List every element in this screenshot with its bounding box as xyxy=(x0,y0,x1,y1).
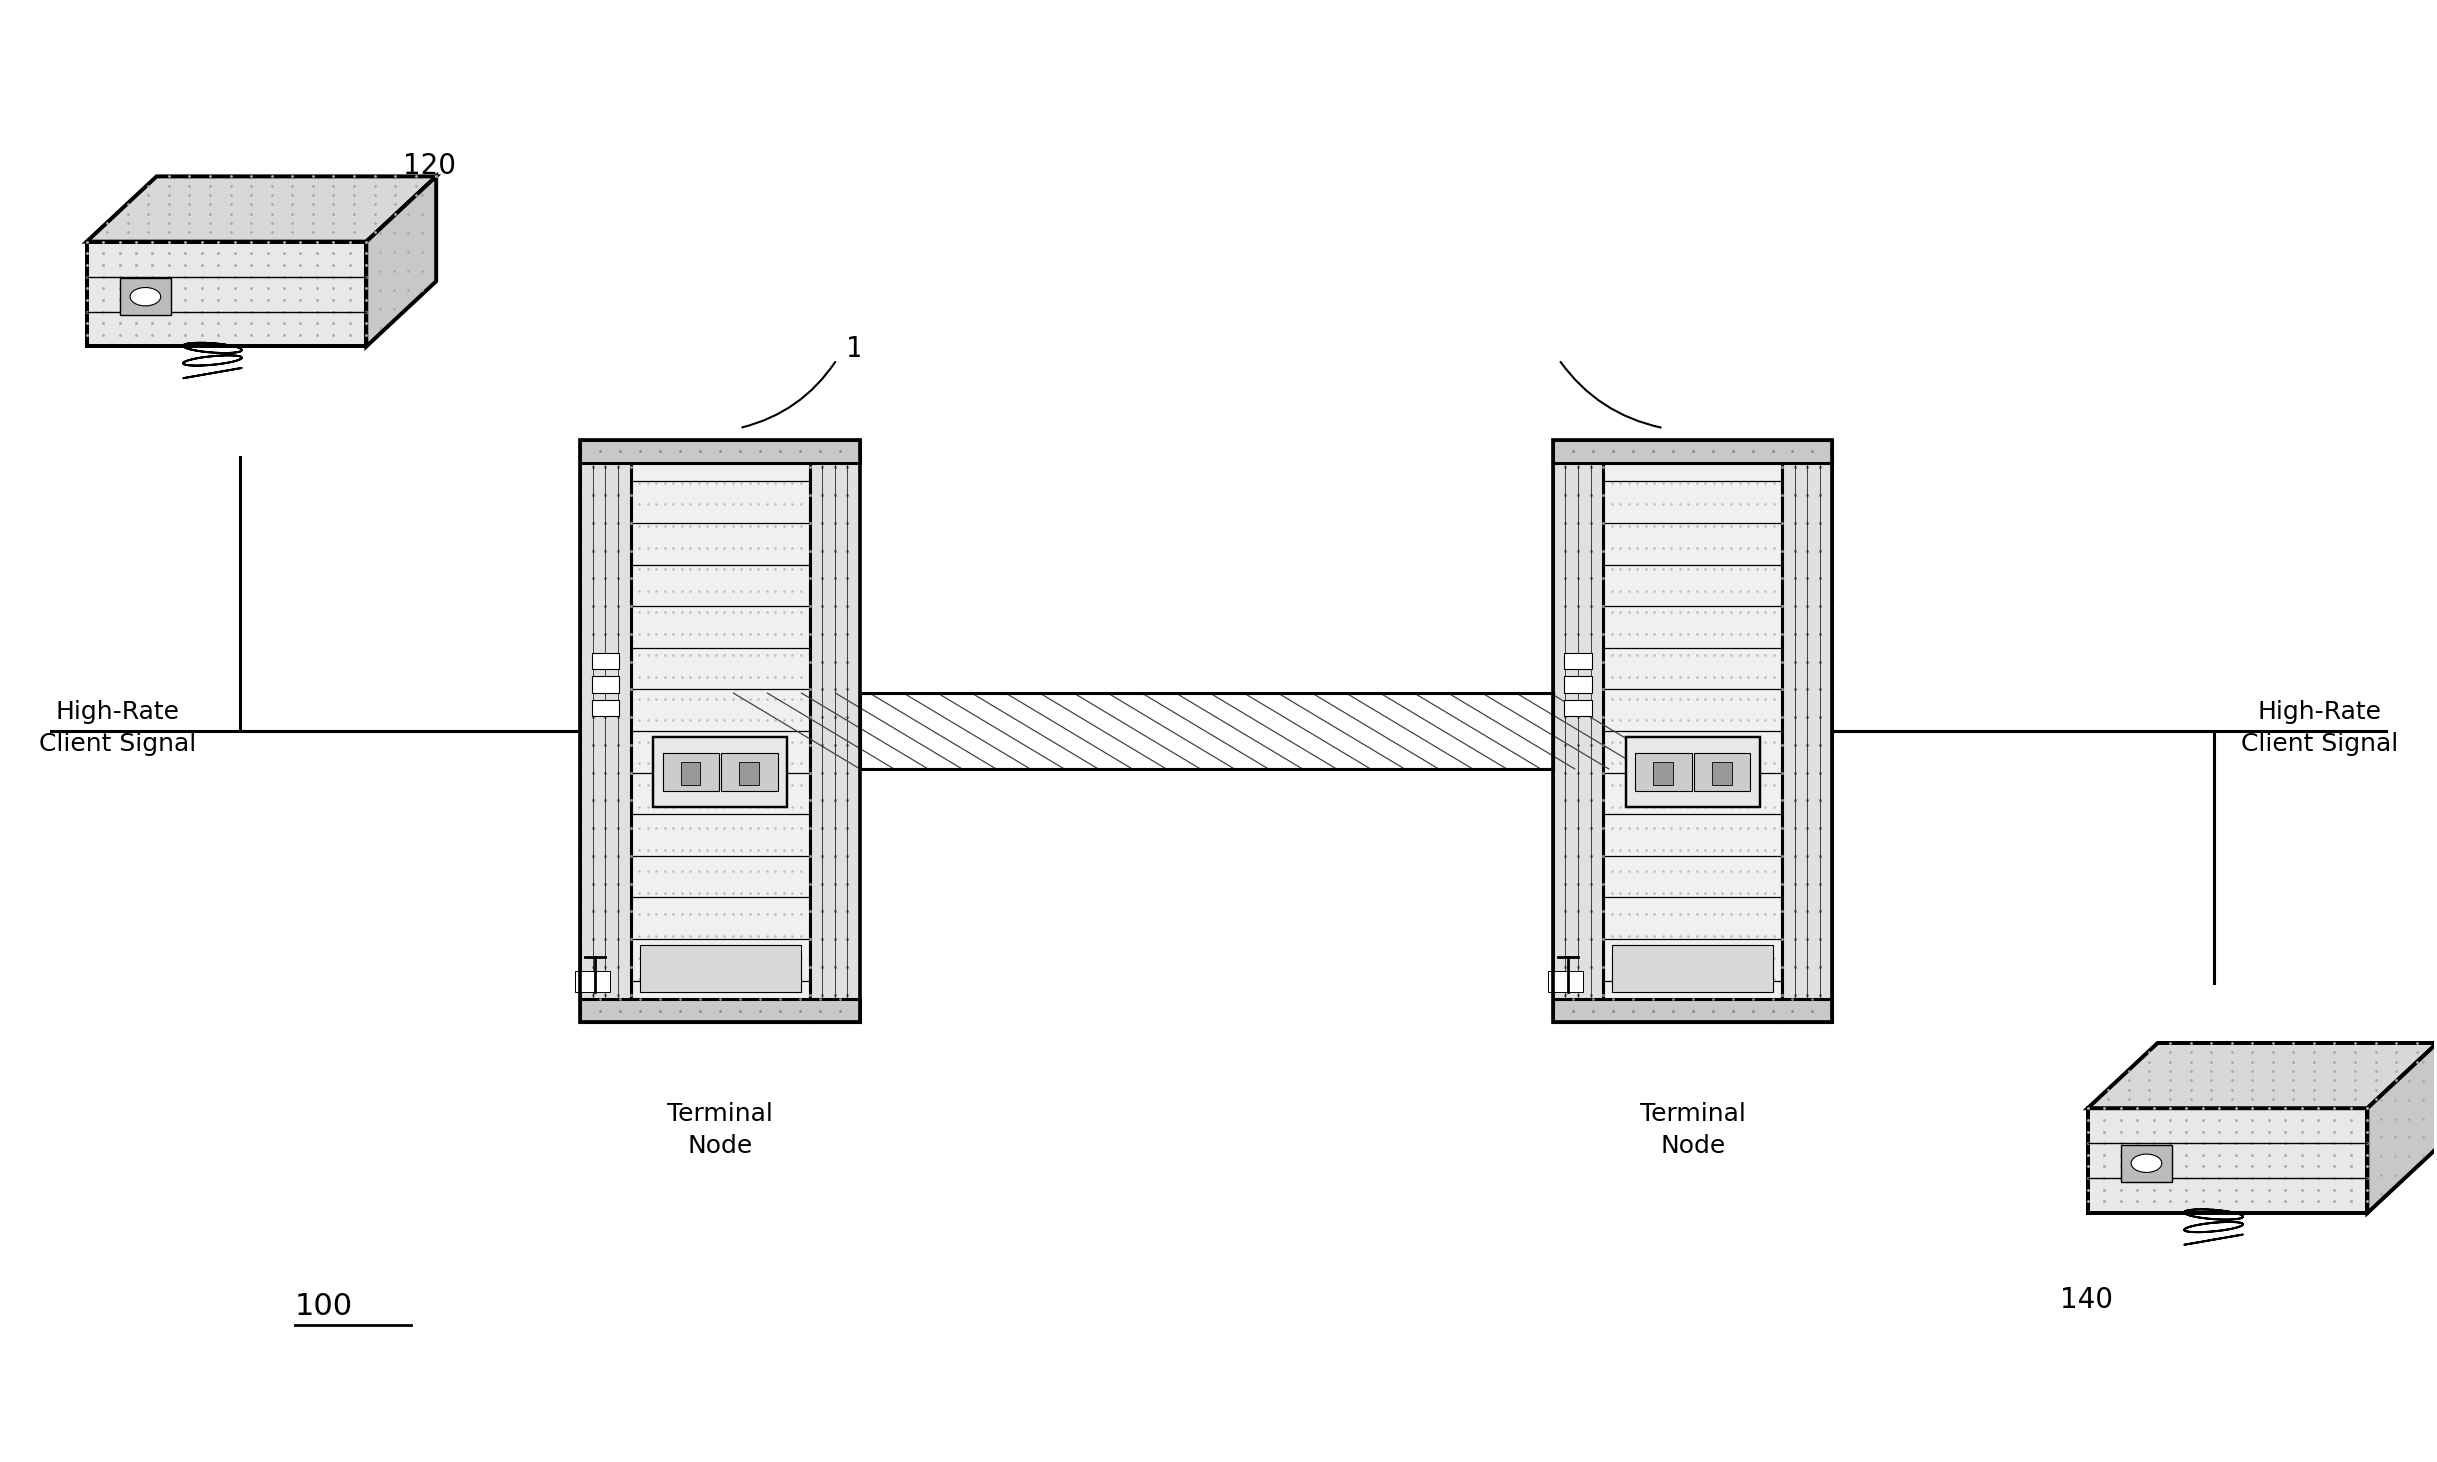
Bar xyxy=(638,944,802,991)
Polygon shape xyxy=(2366,1042,2437,1213)
Bar xyxy=(592,654,619,670)
Polygon shape xyxy=(88,177,436,241)
Text: 100: 100 xyxy=(295,1292,353,1320)
Text: 130: 130 xyxy=(1328,335,1382,364)
Bar xyxy=(1565,677,1591,693)
Polygon shape xyxy=(2089,1108,2366,1213)
Bar xyxy=(721,753,777,791)
Bar xyxy=(809,440,860,1022)
Text: 140: 140 xyxy=(2059,1287,2113,1314)
Text: Terminal
Node: Terminal Node xyxy=(1640,1102,1745,1158)
Bar xyxy=(580,440,860,463)
Text: 110: 110 xyxy=(846,335,899,364)
Bar xyxy=(631,440,809,1022)
Bar xyxy=(738,762,758,785)
Circle shape xyxy=(2130,1154,2162,1173)
Bar xyxy=(580,440,860,1022)
Polygon shape xyxy=(366,177,436,346)
Bar xyxy=(1652,762,1672,785)
Text: 120: 120 xyxy=(402,152,456,180)
Bar xyxy=(653,737,787,807)
Bar xyxy=(680,762,699,785)
Bar xyxy=(580,440,631,1022)
Bar xyxy=(860,693,1552,769)
Text: High-Rate
Client Signal: High-Rate Client Signal xyxy=(39,700,197,756)
Text: Terminal
Node: Terminal Node xyxy=(668,1102,773,1158)
Bar xyxy=(663,753,719,791)
Bar xyxy=(592,699,619,716)
Bar xyxy=(1694,753,1750,791)
Bar xyxy=(575,971,609,991)
Bar xyxy=(1613,944,1774,991)
Bar xyxy=(1781,440,1833,1022)
Bar xyxy=(860,693,1552,769)
Circle shape xyxy=(129,288,161,306)
Bar xyxy=(580,999,860,1022)
Bar xyxy=(1565,654,1591,670)
Bar xyxy=(1552,440,1604,1022)
Bar xyxy=(119,278,171,314)
Bar xyxy=(1635,753,1691,791)
Bar xyxy=(592,677,619,693)
Text: Polarized Multi-Channel
Transport: Polarized Multi-Channel Transport xyxy=(1043,566,1370,633)
Bar xyxy=(1552,440,1833,463)
Bar xyxy=(1711,762,1733,785)
Bar xyxy=(2120,1145,2171,1181)
Bar xyxy=(1604,440,1781,1022)
Bar xyxy=(1547,971,1584,991)
Polygon shape xyxy=(2089,1042,2437,1108)
Bar xyxy=(1625,737,1760,807)
Text: High-Rate
Client Signal: High-Rate Client Signal xyxy=(2240,700,2398,756)
Bar xyxy=(1552,440,1833,1022)
Polygon shape xyxy=(88,241,366,346)
Bar xyxy=(1552,999,1833,1022)
Bar xyxy=(1565,699,1591,716)
